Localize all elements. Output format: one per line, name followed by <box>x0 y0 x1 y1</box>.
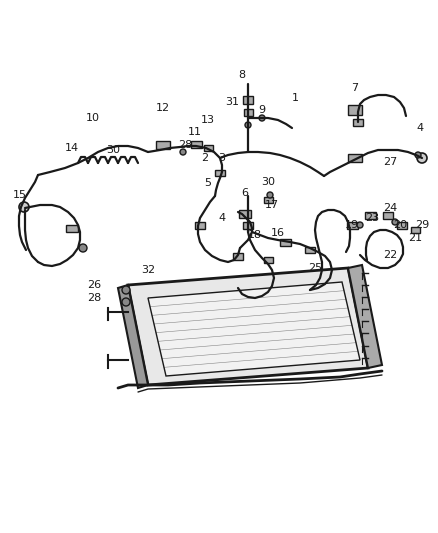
Text: 24: 24 <box>383 203 397 213</box>
Bar <box>191 141 201 148</box>
Text: 4: 4 <box>417 123 424 133</box>
Circle shape <box>19 202 29 212</box>
Text: 18: 18 <box>248 230 262 240</box>
Polygon shape <box>148 282 360 376</box>
Text: 5: 5 <box>205 178 212 188</box>
Text: 25: 25 <box>308 263 322 273</box>
Text: 8: 8 <box>238 70 246 80</box>
Text: 3: 3 <box>219 153 226 163</box>
Bar <box>364 212 375 219</box>
Circle shape <box>415 152 421 158</box>
Text: 23: 23 <box>365 213 379 223</box>
Bar <box>204 145 212 151</box>
Text: 31: 31 <box>225 97 239 107</box>
Bar <box>233 253 243 260</box>
Bar <box>410 227 420 233</box>
Bar <box>156 141 170 149</box>
Text: 4: 4 <box>219 213 226 223</box>
Bar <box>66 224 78 231</box>
Circle shape <box>392 219 398 225</box>
Circle shape <box>122 286 130 294</box>
Text: 13: 13 <box>201 115 215 125</box>
Bar <box>346 222 357 229</box>
Polygon shape <box>128 268 368 385</box>
Text: 32: 32 <box>141 265 155 275</box>
Text: 22: 22 <box>383 250 397 260</box>
Text: 21: 21 <box>408 233 422 243</box>
Text: 30: 30 <box>261 177 275 187</box>
Bar <box>353 118 363 125</box>
Bar <box>279 238 290 246</box>
Bar <box>243 96 253 104</box>
Text: 15: 15 <box>13 190 27 200</box>
Circle shape <box>267 192 273 198</box>
Circle shape <box>180 149 186 155</box>
Bar <box>215 170 225 176</box>
Text: 1: 1 <box>292 93 299 103</box>
Polygon shape <box>118 285 148 388</box>
Text: 14: 14 <box>65 143 79 153</box>
Bar <box>243 222 253 229</box>
Bar <box>195 222 205 229</box>
Bar <box>268 277 276 283</box>
Text: 10: 10 <box>86 113 100 123</box>
Text: 12: 12 <box>156 103 170 113</box>
Bar <box>397 222 407 229</box>
Text: 30: 30 <box>106 145 120 155</box>
Text: 6: 6 <box>241 188 248 198</box>
Polygon shape <box>348 265 382 368</box>
Circle shape <box>259 115 265 121</box>
Text: 29: 29 <box>415 220 429 230</box>
Text: 28: 28 <box>87 293 101 303</box>
Bar <box>239 210 251 218</box>
Text: 2: 2 <box>201 153 208 163</box>
Bar <box>264 257 272 263</box>
Text: 16: 16 <box>271 228 285 238</box>
Bar <box>383 212 393 219</box>
Bar <box>244 109 252 116</box>
Text: 27: 27 <box>383 157 397 167</box>
Bar <box>264 197 272 203</box>
Text: 19: 19 <box>345 220 359 230</box>
Text: 26: 26 <box>87 280 101 290</box>
Text: 28: 28 <box>178 140 192 150</box>
Text: 11: 11 <box>188 127 202 137</box>
Circle shape <box>357 222 363 228</box>
Bar <box>348 154 362 162</box>
Bar <box>348 105 362 115</box>
Text: 20: 20 <box>393 220 407 230</box>
Bar <box>305 247 315 253</box>
Text: 17: 17 <box>265 200 279 210</box>
Circle shape <box>245 122 251 128</box>
Text: 9: 9 <box>258 105 265 115</box>
Circle shape <box>79 244 87 252</box>
Circle shape <box>122 298 130 306</box>
Text: 7: 7 <box>351 83 359 93</box>
Circle shape <box>417 153 427 163</box>
